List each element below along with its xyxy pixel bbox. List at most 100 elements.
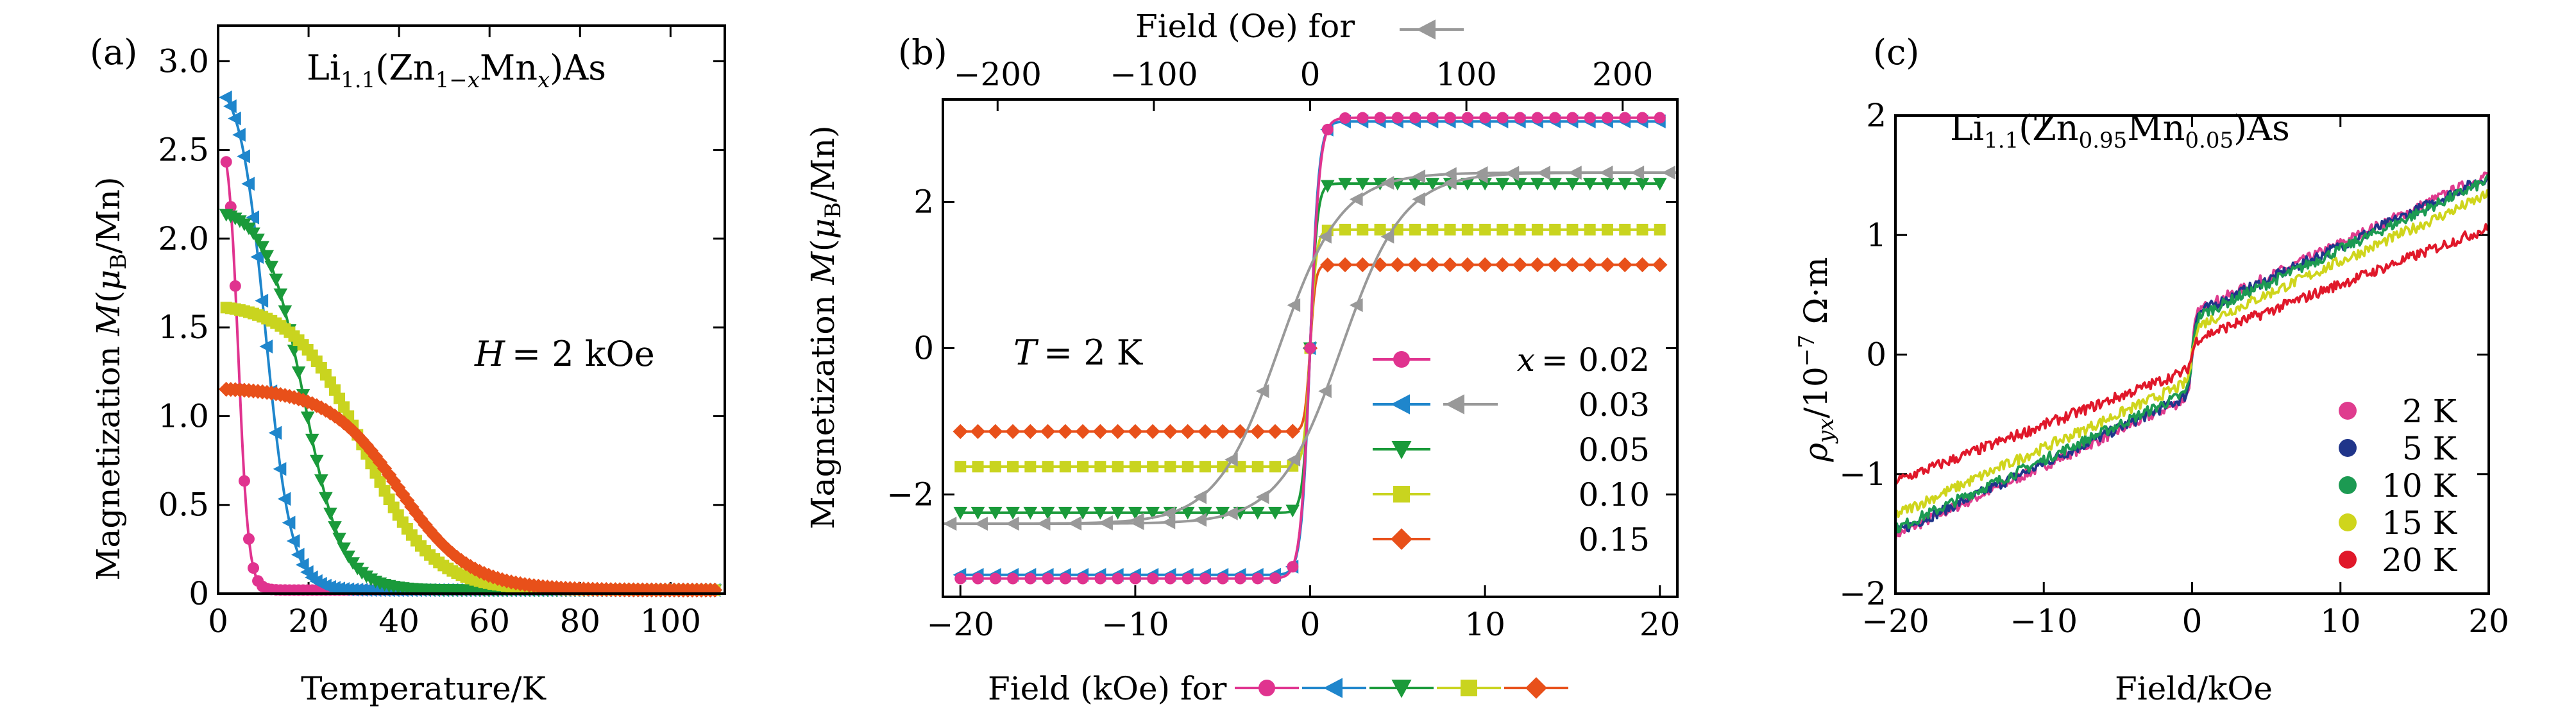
b-marker-0.15-29 (1460, 257, 1475, 273)
b-marker-0.10-5 (1042, 461, 1054, 473)
panel-a: (a) Li1.1(Zn1−xMnx)As H = 2 kOe Temperat… (90, 24, 726, 707)
b-marker-0.10-7 (1077, 461, 1089, 473)
a-marker-0.10-25 (334, 392, 346, 404)
b-marker-0.05-31 (1495, 178, 1510, 191)
b-loop-marker-down-22 (1631, 166, 1645, 180)
b-marker-0.02-18 (1269, 572, 1281, 585)
b-marker-0.15-38 (1617, 257, 1632, 273)
a-marker-0.02-0 (220, 156, 232, 168)
a-marker-0.03-0 (218, 90, 232, 105)
b-loop-marker-down-21 (1599, 166, 1613, 180)
b-marker-0.02-26 (1409, 112, 1421, 124)
b-bottom-axis-legend-marker-0.03 (1323, 678, 1343, 698)
b-marker-0.15-23 (1355, 257, 1370, 273)
b-loop-marker-down-18 (1505, 166, 1520, 180)
b-marker-0.05-18 (1268, 506, 1282, 520)
c-xtick-3: 10 (2320, 603, 2361, 640)
b-marker-0.15-36 (1582, 257, 1598, 273)
b-marker-0.10-28 (1444, 223, 1456, 236)
a-marker-0.03-8 (255, 293, 269, 308)
b-marker-0.05-4 (1023, 506, 1038, 520)
b-x2tick-2: 0 (1300, 56, 1321, 93)
b-marker-0.15-12 (1162, 424, 1178, 440)
a-marker-0.15-39 (395, 486, 411, 502)
a-ytick-2: 1.0 (158, 397, 209, 434)
b-loop-marker-down-7 (1162, 506, 1176, 520)
a-marker-0.03-6 (246, 210, 260, 225)
c-legend-marker-2K (2339, 402, 2357, 420)
a-marker-0.03-1 (223, 99, 237, 114)
b-legend-marker-0.03 (1391, 394, 1410, 415)
b-marker-0.15-13 (1180, 424, 1196, 440)
c-legend-marker-15K (2339, 513, 2357, 531)
b-loop-marker-down-13 (1349, 192, 1363, 207)
b-loop-marker-up-12 (1318, 384, 1332, 399)
a-marker-0.15-48 (436, 537, 451, 553)
b-loop-marker-down-12 (1318, 229, 1332, 244)
b-loop-marker-up-9 (1224, 506, 1238, 520)
b-marker-0.15-39 (1634, 257, 1650, 273)
a-marker-0.15-46 (427, 528, 442, 544)
b-marker-0.02-2 (989, 572, 1001, 585)
b-marker-0.05-5 (1040, 506, 1055, 520)
panel-b-y-label: Magnetization M(μB/Mn) (804, 125, 846, 529)
b-marker-0.05-6 (1058, 506, 1072, 520)
a-marker-0.15-38 (391, 480, 406, 495)
b-marker-0.02-32 (1514, 112, 1526, 124)
b-marker-0.02-27 (1427, 112, 1439, 124)
b-marker-0.02-6 (1059, 572, 1071, 585)
panel-b: (b) Field (Oe) for Field (kOe) for T = 2… (804, 8, 1681, 707)
b-marker-0.15-37 (1600, 257, 1615, 273)
b-marker-0.05-34 (1548, 178, 1562, 191)
c-ytick-0: −2 (1839, 575, 1886, 612)
a-ytick-5: 2.5 (158, 132, 209, 169)
c-legend-label-10K: 10 K (2382, 467, 2458, 504)
panel-a-x-label: Temperature/K (301, 670, 547, 707)
panel-b-temp-annotation: T = 2 K (1013, 332, 1144, 373)
a-marker-0.03-5 (241, 176, 255, 191)
b-marker-0.02-24 (1374, 112, 1386, 124)
b-marker-0.15-35 (1564, 257, 1580, 273)
b-loop-marker-up-11 (1287, 452, 1301, 467)
a-marker-0.03-2 (228, 111, 241, 126)
b-ytick-1: 0 (913, 330, 934, 367)
b-marker-0.10-34 (1549, 223, 1561, 236)
b-marker-0.02-35 (1566, 112, 1579, 124)
b-loop-marker-down-11 (1287, 298, 1301, 313)
b-marker-0.05-23 (1355, 178, 1370, 191)
c-legend-label-15K: 15 K (2382, 504, 2458, 542)
b-loop-marker-down-16 (1443, 167, 1457, 181)
b-marker-0.02-5 (1042, 572, 1054, 585)
b-marker-0.02-13 (1182, 572, 1194, 585)
b-loop-marker-up-16 (1443, 176, 1457, 190)
b-marker-0.10-30 (1479, 223, 1491, 236)
b-marker-0.02-38 (1619, 112, 1631, 124)
a-marker-0.02-2 (229, 280, 241, 292)
b-marker-0.10-32 (1514, 223, 1526, 236)
b-marker-0.02-19 (1287, 561, 1299, 573)
a-marker-0.05-10 (264, 261, 279, 274)
a-xtick-1: 20 (288, 603, 329, 640)
b-marker-0.15-17 (1250, 424, 1266, 440)
b-x2tick-1: −100 (1110, 56, 1198, 93)
a-marker-0.15-24 (327, 408, 343, 424)
b-loop-marker-up-10 (1255, 490, 1269, 504)
b-marker-0.02-7 (1077, 572, 1089, 585)
b-loop-marker-down-2 (1005, 517, 1019, 531)
b-legend-marker-0.10 (1393, 486, 1410, 503)
b-marker-0.15-5 (1040, 424, 1056, 440)
a-xtick-5: 100 (640, 603, 701, 640)
b-loop-marker-up-13 (1349, 298, 1363, 313)
a-marker-0.03-14 (282, 515, 296, 530)
a-xtick-2: 40 (378, 603, 419, 640)
c-line-20K (1894, 223, 2490, 486)
b-frame (942, 98, 1679, 598)
b-legend-marker-gray (1445, 394, 1464, 415)
b-marker-0.15-6 (1058, 424, 1073, 440)
b-marker-0.10-33 (1531, 223, 1543, 236)
b-marker-0.10-6 (1059, 461, 1071, 473)
a-frame (217, 24, 726, 595)
b-marker-0.10-27 (1427, 223, 1439, 236)
b-loop-marker-down-20 (1568, 166, 1582, 180)
